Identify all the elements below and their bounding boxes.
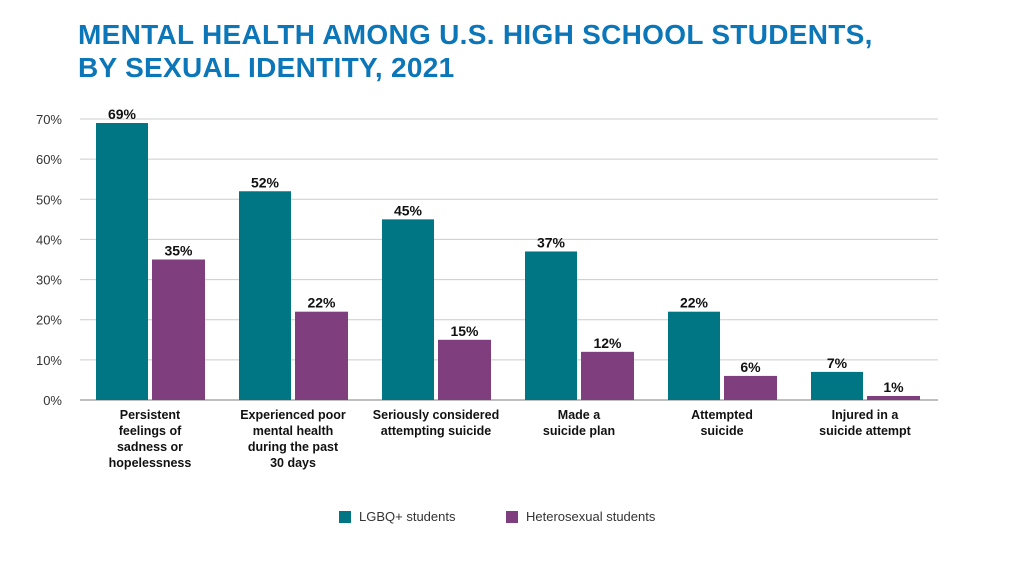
- x-tick-label: sadness or: [117, 440, 183, 454]
- x-tick-label: attempting suicide: [381, 424, 491, 438]
- legend-item-lgbq: LGBQ+ students: [339, 509, 455, 524]
- x-tick-label: hopelessness: [109, 456, 192, 470]
- bar: [239, 191, 291, 400]
- data-label: 1%: [883, 379, 904, 395]
- x-tick-label: mental health: [253, 424, 334, 438]
- chart-title: MENTAL HEALTH AMONG U.S. HIGH SCHOOL STU…: [78, 18, 873, 84]
- data-label: 15%: [450, 323, 479, 339]
- x-tick-label: suicide: [700, 424, 743, 438]
- legend-swatch-lgbq: [339, 510, 351, 523]
- x-tick-label: suicide plan: [543, 424, 615, 438]
- data-label: 52%: [251, 174, 280, 190]
- bar: [382, 219, 434, 400]
- y-tick-label: 70%: [36, 112, 62, 127]
- x-tick-label: Injured in a: [832, 408, 900, 422]
- bar: [668, 311, 720, 400]
- y-tick-label: 10%: [36, 353, 62, 368]
- x-tick-label: Made a: [558, 408, 601, 422]
- y-tick-label: 50%: [36, 192, 62, 207]
- data-label: 35%: [164, 243, 193, 259]
- data-label: 7%: [827, 355, 848, 371]
- x-tick-label: during the past: [248, 440, 339, 454]
- x-tick-label: suicide attempt: [819, 424, 912, 438]
- x-tick-label: Seriously considered: [373, 408, 499, 422]
- data-label: 22%: [307, 295, 336, 311]
- legend-label: LGBQ+ students: [359, 509, 456, 524]
- bar: [867, 395, 920, 400]
- x-tick-label: Experienced poor: [240, 408, 346, 422]
- data-label: 37%: [537, 234, 566, 250]
- bar: [96, 123, 148, 400]
- legend-swatch-heterosexual: [506, 510, 518, 523]
- y-tick-label: 0%: [43, 393, 62, 408]
- data-label: 69%: [108, 106, 137, 122]
- title-line-1: MENTAL HEALTH AMONG U.S. HIGH SCHOOL STU…: [78, 19, 873, 50]
- x-tick-label: Persistent: [120, 408, 181, 422]
- data-label: 22%: [680, 295, 709, 311]
- data-label: 12%: [593, 335, 622, 351]
- title-line-2: BY SEXUAL IDENTITY, 2021: [78, 52, 455, 83]
- bar: [295, 311, 348, 400]
- y-tick-label: 40%: [36, 232, 62, 247]
- data-label: 6%: [740, 359, 761, 375]
- x-tick-label: Attempted: [691, 408, 753, 422]
- legend-item-heterosexual: Heterosexual students: [506, 509, 655, 524]
- data-label: 45%: [394, 202, 423, 218]
- y-tick-label: 60%: [36, 152, 62, 167]
- y-tick-label: 20%: [36, 313, 62, 328]
- bar: [581, 351, 634, 400]
- x-tick-label: feelings of: [119, 424, 182, 438]
- bar: [152, 259, 205, 400]
- legend-label: Heterosexual students: [526, 509, 656, 524]
- bar: [811, 371, 863, 400]
- y-tick-label: 30%: [36, 273, 62, 288]
- bar: [438, 339, 491, 400]
- bar: [724, 375, 777, 400]
- bar: [525, 251, 577, 400]
- x-tick-label: 30 days: [270, 456, 316, 470]
